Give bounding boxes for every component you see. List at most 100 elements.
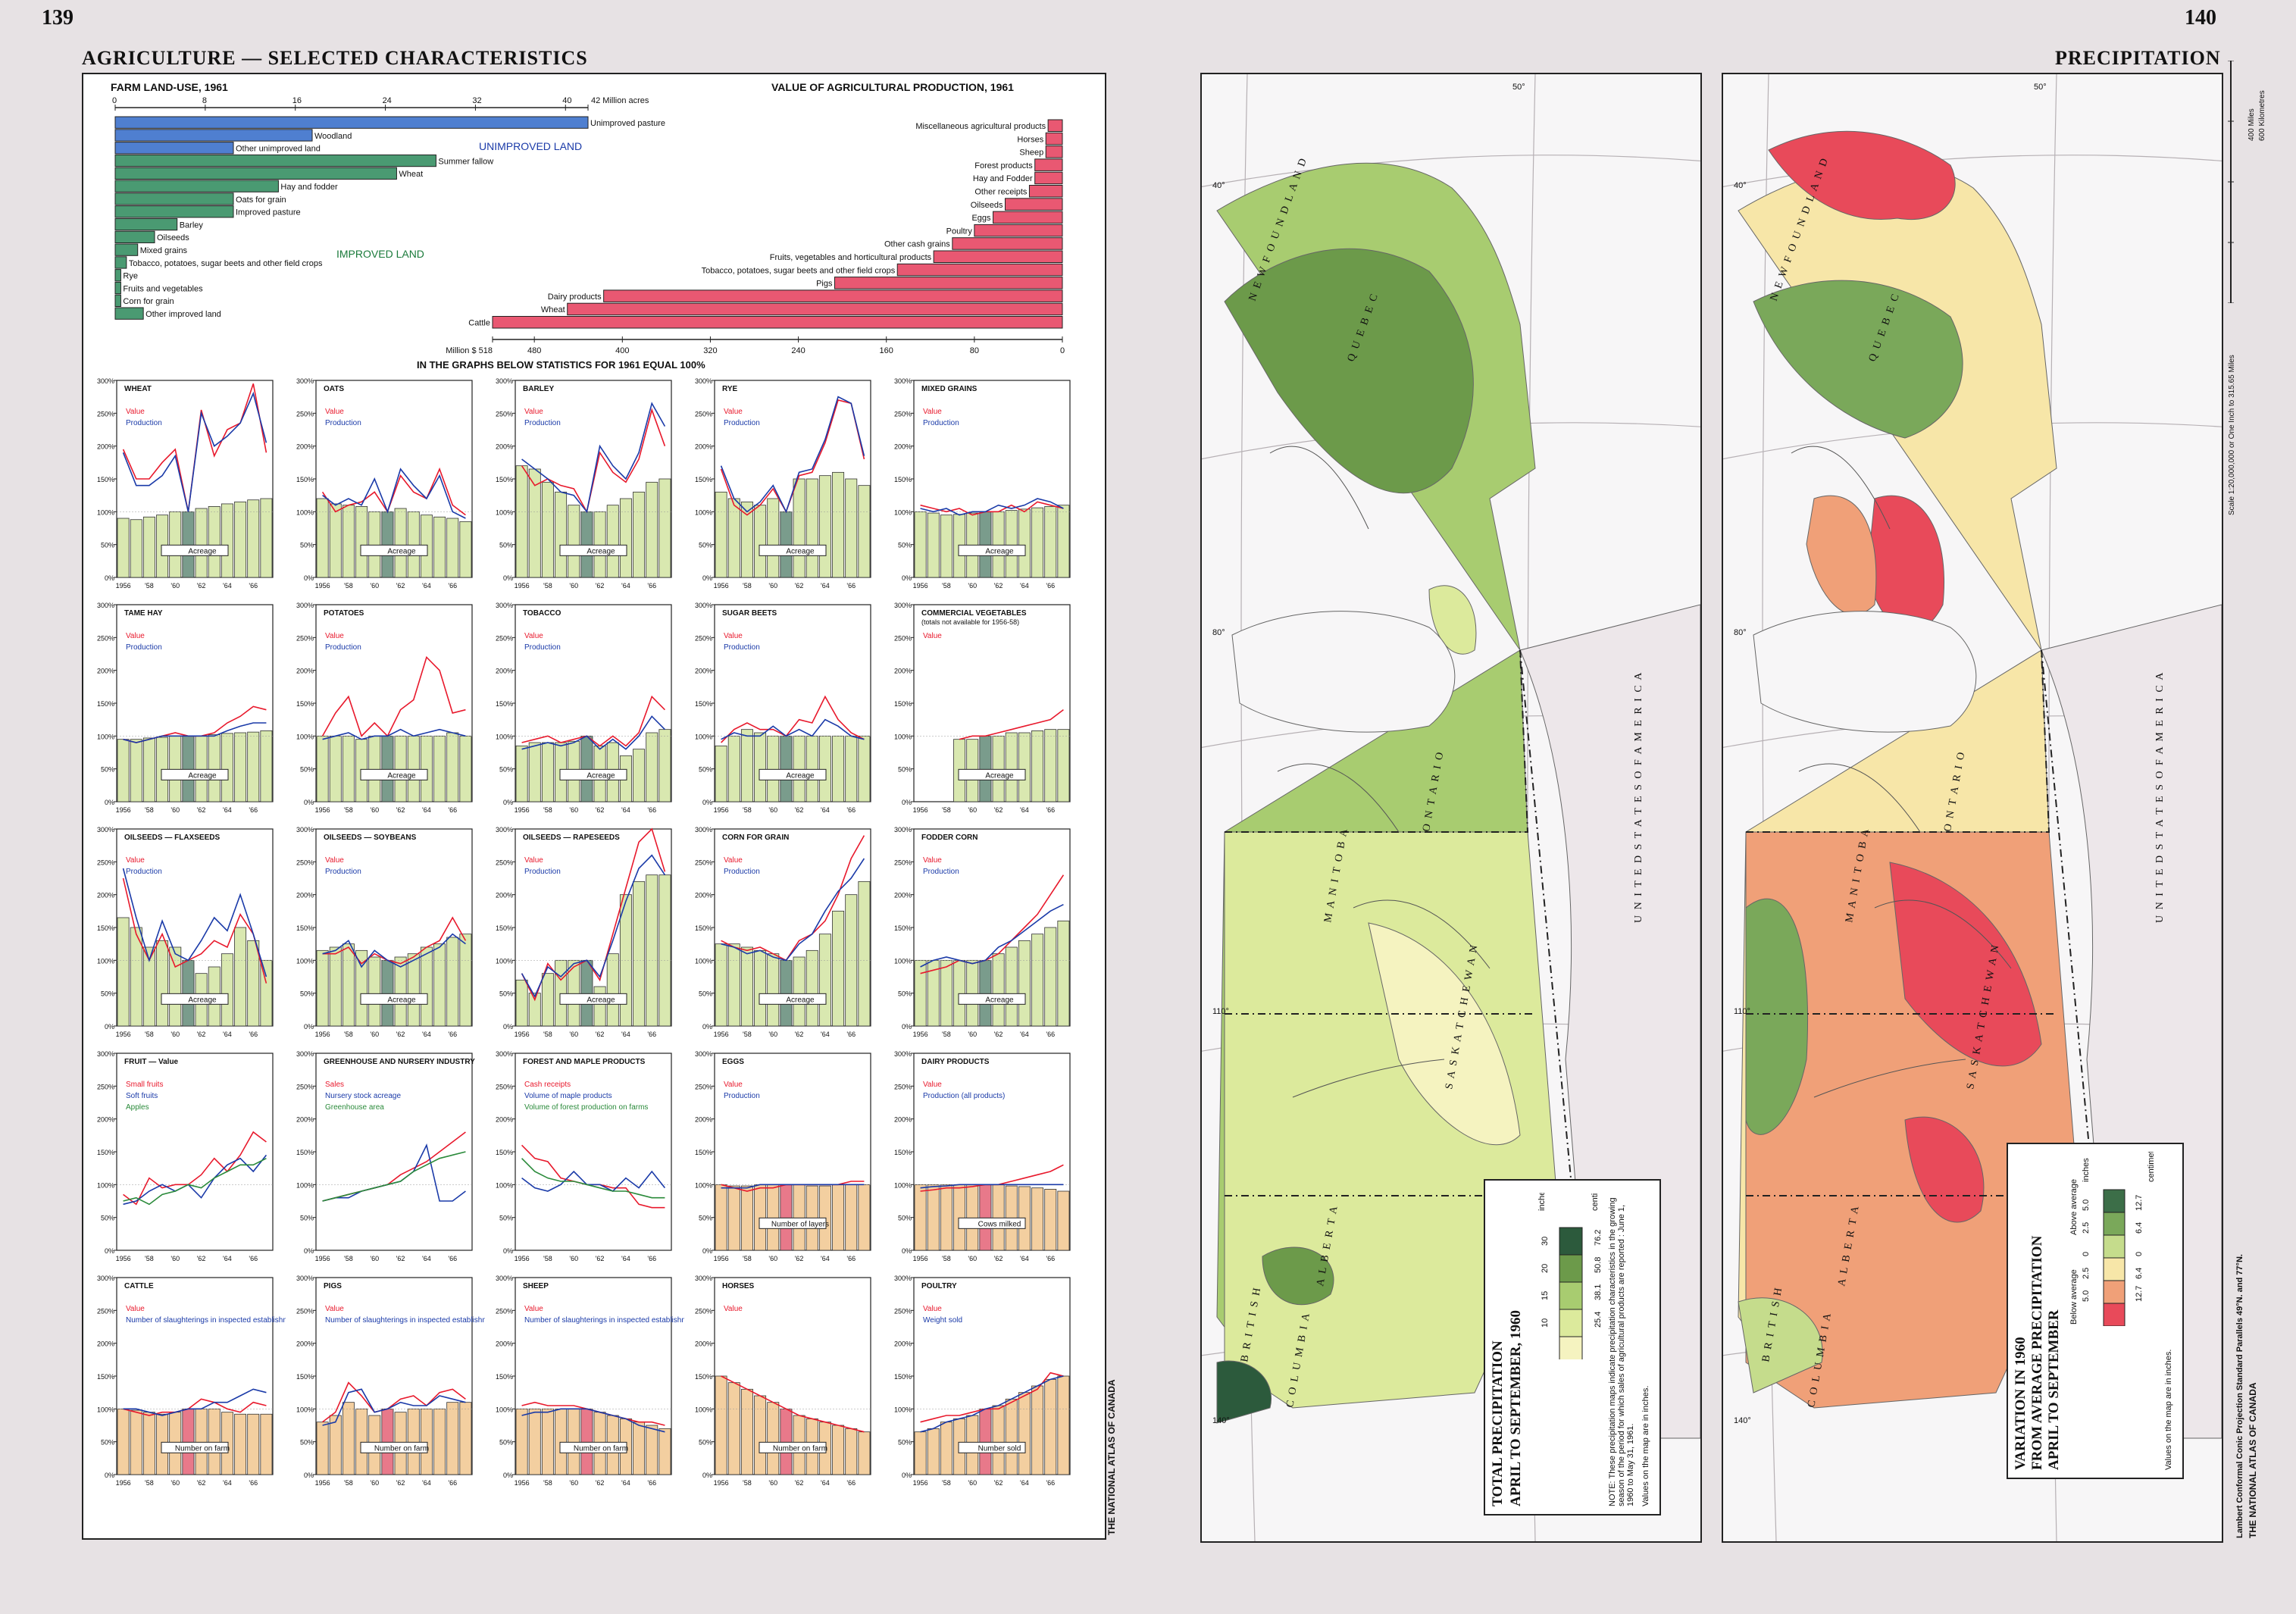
- y-tick-label: 200%: [97, 668, 114, 675]
- bar: [130, 1409, 142, 1475]
- small-chart: 300% 250% 200% 150% 100% 50% 0% Number on farm V…: [97, 1275, 286, 1487]
- value-axis-label: 240: [791, 346, 805, 355]
- bar: [1031, 507, 1044, 578]
- farm-land-label: Other improved land: [145, 310, 221, 319]
- x-tick-label: '60: [370, 582, 379, 590]
- y-tick-label: 200%: [296, 1116, 314, 1124]
- bar: [727, 1382, 740, 1475]
- x-tick-label: '62: [396, 1479, 405, 1487]
- bar: [633, 749, 646, 802]
- bar-label-box: [161, 768, 229, 780]
- y-tick-label: 250%: [695, 1307, 712, 1315]
- value-label: Tobacco, potatoes, sugar beets and other…: [702, 266, 896, 275]
- bar: [446, 937, 459, 1027]
- bar: [845, 735, 858, 802]
- x-tick-label: '66: [249, 1479, 258, 1487]
- bar: [580, 1408, 593, 1475]
- series-line: [721, 858, 865, 962]
- y-tick-label: 50%: [101, 1439, 114, 1447]
- x-tick-label: 1956: [515, 806, 530, 814]
- y-tick-label: 150%: [296, 1149, 314, 1156]
- x-tick-label: '62: [197, 1255, 206, 1262]
- bar: [329, 946, 342, 1027]
- graticule-label: 80°: [1212, 628, 1225, 637]
- value-label: Other cash grains: [884, 240, 950, 249]
- bar: [593, 511, 606, 578]
- bar: [1057, 1375, 1070, 1475]
- y-tick-label: 0%: [702, 799, 712, 806]
- x-tick-label: '66: [1046, 1255, 1055, 1262]
- plot-frame: [116, 1277, 274, 1475]
- x-tick-label: '62: [396, 1031, 405, 1038]
- bar: [142, 737, 155, 802]
- x-tick-label: '64: [821, 806, 830, 814]
- value-bar: [492, 316, 1063, 329]
- legend-label: Value: [923, 856, 942, 865]
- chart-title: SUGAR BEETS: [722, 609, 777, 618]
- y-tick-label: 0%: [902, 1472, 912, 1479]
- y-tick-label: 250%: [97, 1307, 114, 1315]
- bar: [329, 735, 342, 802]
- series-line: [123, 1398, 267, 1416]
- graticule-label: 40°: [1212, 181, 1225, 190]
- y-tick-label: 150%: [97, 924, 114, 932]
- x-tick-label: '64: [621, 1255, 630, 1262]
- chart-title: OILSEEDS — SOYBEANS: [324, 834, 417, 842]
- y-tick-label: 50%: [101, 542, 114, 549]
- bar: [541, 742, 554, 802]
- y-tick-label: 300%: [695, 602, 712, 609]
- farm-axis-label: 16: [292, 96, 302, 105]
- y-tick-label: 300%: [894, 1275, 912, 1282]
- y-tick-label: 300%: [894, 826, 912, 834]
- legend-swatch: [1559, 1254, 1583, 1283]
- x-tick-label: '60: [170, 1255, 180, 1262]
- bar: [260, 498, 273, 578]
- plot-frame: [315, 380, 473, 578]
- farm-land-bar: [114, 129, 313, 142]
- y-tick-label: 300%: [296, 377, 314, 385]
- plot-frame: [714, 1053, 871, 1251]
- series-line: [122, 877, 267, 984]
- y-tick-label: 50%: [101, 766, 114, 774]
- scale-km: 600 Kilometres: [2258, 90, 2266, 141]
- bar: [394, 508, 407, 578]
- y-tick-label: 300%: [496, 826, 513, 834]
- y-tick-label: 300%: [894, 602, 912, 609]
- legend2-inches: 2.5: [2082, 1268, 2091, 1279]
- legend2-inches: 2.5: [2082, 1222, 2091, 1234]
- x-tick-label: '58: [145, 806, 154, 814]
- x-tick-label: '66: [846, 806, 856, 814]
- y-tick-label: 150%: [296, 700, 314, 708]
- y-tick-label: 100%: [894, 508, 912, 516]
- y-tick-label: 150%: [97, 476, 114, 483]
- legend-label: Value: [724, 1081, 743, 1089]
- bar: [1057, 729, 1070, 802]
- farm-land-bar: [114, 167, 397, 180]
- y-tick-label: 150%: [97, 1149, 114, 1156]
- small-chart: 300% 250% 200% 150% 100% 50% 0% Acreage Value Pro…: [97, 602, 274, 814]
- farm-land-label: Tobacco, potatoes, sugar beets and other…: [129, 259, 323, 268]
- legend2-cms: 6.4: [2135, 1268, 2144, 1279]
- x-tick-label: '62: [197, 1031, 206, 1038]
- y-tick-label: 0%: [902, 574, 912, 582]
- series-line: [521, 408, 666, 514]
- y-tick-label: 200%: [695, 892, 712, 899]
- legend-label: Volume of forest production on farms: [524, 1103, 648, 1112]
- x-tick-label: 1956: [515, 1255, 530, 1262]
- bar: [1018, 1392, 1031, 1475]
- y-tick-label: 300%: [695, 1050, 712, 1058]
- bar: [555, 1408, 568, 1475]
- value-label: Oilseeds: [971, 201, 1003, 210]
- series-line: [123, 1388, 267, 1416]
- plot-frame: [714, 604, 871, 802]
- farm-land-bar: [114, 192, 234, 205]
- farm-land-label: Hay and fodder: [280, 183, 338, 192]
- y-tick-label: 250%: [496, 859, 513, 866]
- bar: [342, 505, 355, 578]
- graticule-label: 50°: [2034, 83, 2047, 92]
- bar-label: Acreage: [786, 771, 815, 780]
- y-tick-label: 100%: [695, 508, 712, 516]
- x-tick-label: '62: [396, 1255, 405, 1262]
- small-chart: 300% 250% 200% 150% 100% 50% 0% Acreage Value Pro…: [894, 377, 1071, 590]
- legend-label: Soft fruits: [126, 1092, 158, 1100]
